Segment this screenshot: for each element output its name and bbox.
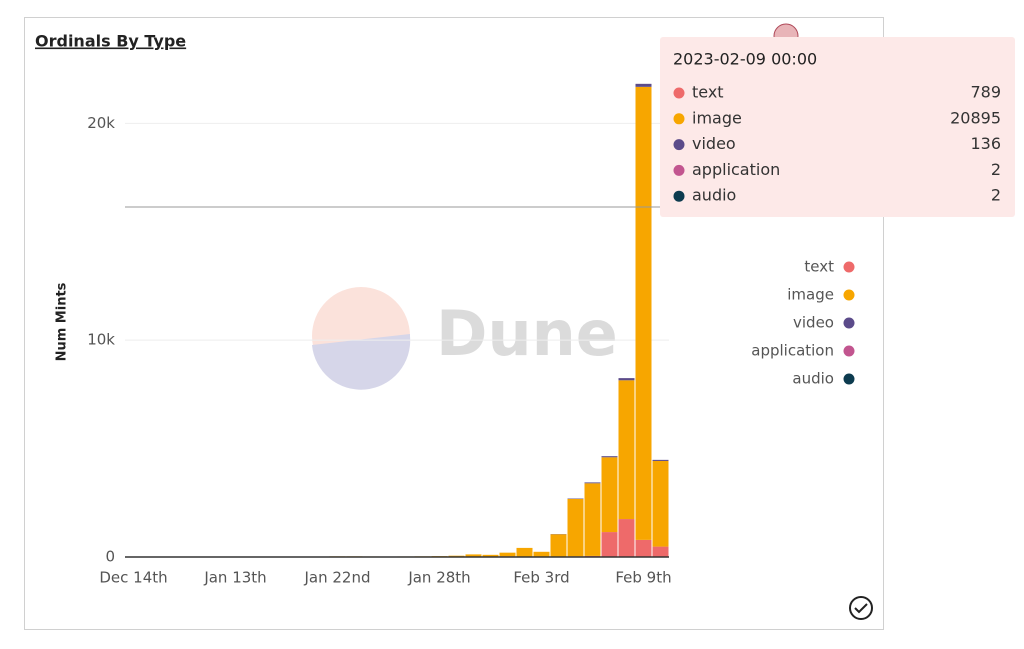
- legend-label: text: [804, 258, 834, 276]
- tooltip-value: 789: [970, 83, 1001, 102]
- bar-segment: [635, 83, 652, 87]
- legend-swatch: [843, 373, 855, 385]
- bar-segment: [516, 547, 533, 557]
- legend-swatch: [843, 261, 855, 273]
- bar-segment: [482, 554, 499, 557]
- watermark-logo: [312, 287, 411, 390]
- y-axis-label: Num Mints: [55, 282, 70, 361]
- bar-segment: [601, 457, 618, 533]
- tooltip-name: image: [692, 108, 742, 127]
- x-tick-label: Feb 9th: [615, 569, 671, 587]
- check-icon[interactable]: [849, 596, 873, 620]
- legend-label: audio: [792, 370, 834, 388]
- tooltip-name: application: [692, 160, 780, 179]
- check-mark: [854, 603, 868, 614]
- tooltip-swatch: [673, 164, 685, 176]
- y-tick-label: 10k: [87, 331, 115, 349]
- bar-segment: [618, 378, 635, 381]
- y-tick-label: 20k: [87, 114, 115, 132]
- watermark: Dune: [436, 297, 618, 370]
- legend-label: image: [787, 286, 834, 304]
- bar-segment: [635, 539, 652, 557]
- legend-swatch: [843, 317, 855, 329]
- tooltip-swatch: [673, 190, 685, 202]
- tooltip-name: text: [692, 83, 724, 102]
- tooltip-title: 2023-02-09 00:00: [673, 50, 817, 69]
- tooltip-name: audio: [692, 186, 736, 205]
- legend-swatch: [843, 289, 855, 301]
- bar-segment: [618, 380, 635, 520]
- tooltip-value: 136: [970, 134, 1001, 153]
- x-tick-label: Feb 3rd: [513, 569, 569, 587]
- chart-title[interactable]: Ordinals By Type: [35, 32, 186, 51]
- bar-segment: [448, 555, 465, 557]
- bar-segment: [618, 519, 635, 557]
- tooltip-swatch: [673, 113, 685, 125]
- bar-segment: [635, 86, 652, 540]
- tooltip-value: 2: [991, 160, 1001, 179]
- bar-segment: [533, 551, 550, 557]
- bar-segment: [584, 482, 601, 484]
- x-tick-label: Jan 13th: [203, 569, 266, 587]
- bar-segment: [652, 546, 669, 557]
- bar-segment: [499, 552, 516, 557]
- tooltip-value: 20895: [950, 108, 1001, 127]
- bar-segment: [584, 483, 601, 556]
- tooltip-name: video: [692, 134, 736, 153]
- tooltip-swatch: [673, 139, 685, 151]
- bar-segment: [550, 534, 567, 557]
- bar-segment: [567, 498, 584, 557]
- bar-segment: [652, 460, 669, 547]
- bar-segment: [601, 532, 618, 557]
- legend-label: video: [793, 314, 834, 332]
- x-tick-label: Jan 22nd: [303, 569, 370, 587]
- tooltip-swatch: [673, 87, 685, 99]
- x-tick-label: Jan 28th: [407, 569, 470, 587]
- legend-swatch: [843, 345, 855, 357]
- tooltip-value: 2: [991, 186, 1001, 205]
- bar-segment: [465, 554, 482, 557]
- legend-label: application: [751, 342, 834, 360]
- tooltip: [660, 37, 1015, 217]
- bar-segment: [652, 459, 669, 461]
- x-tick-label: Dec 14th: [99, 569, 167, 587]
- y-tick-label: 0: [105, 548, 115, 566]
- bar-segment: [601, 456, 618, 458]
